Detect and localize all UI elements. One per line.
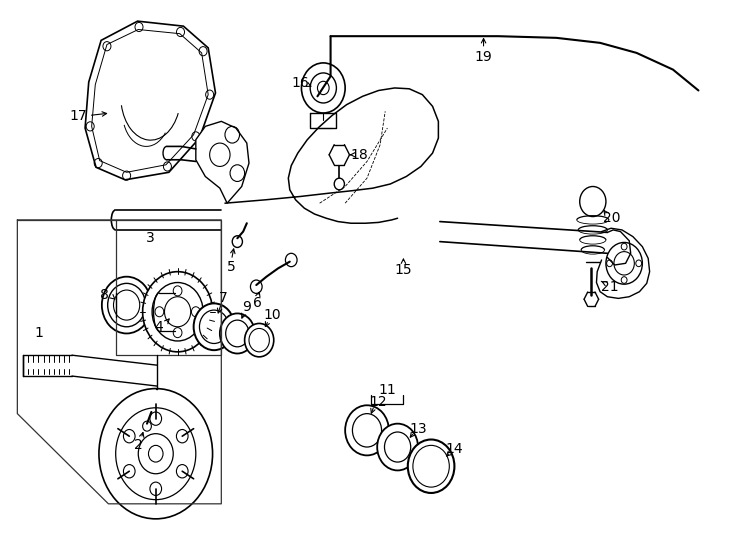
Text: 19: 19 <box>475 50 493 64</box>
Text: 4: 4 <box>154 320 163 334</box>
Polygon shape <box>196 122 249 203</box>
Text: 7: 7 <box>219 292 227 306</box>
Text: 8: 8 <box>101 288 109 302</box>
Text: 3: 3 <box>145 231 154 245</box>
Circle shape <box>142 272 213 352</box>
Text: 9: 9 <box>241 300 250 314</box>
Text: 15: 15 <box>395 263 413 277</box>
Text: 12: 12 <box>369 395 387 409</box>
Text: 10: 10 <box>264 308 281 322</box>
Text: 21: 21 <box>600 280 618 294</box>
Text: 17: 17 <box>69 109 87 123</box>
Text: 13: 13 <box>409 422 426 436</box>
Text: 14: 14 <box>446 442 463 456</box>
Circle shape <box>302 63 345 113</box>
Circle shape <box>194 303 234 350</box>
Text: 1: 1 <box>34 327 43 340</box>
Text: 11: 11 <box>379 383 396 397</box>
Circle shape <box>377 424 418 470</box>
Circle shape <box>220 313 255 354</box>
Polygon shape <box>85 21 216 180</box>
Text: 6: 6 <box>253 296 262 310</box>
Circle shape <box>102 276 151 334</box>
Text: 18: 18 <box>351 148 368 162</box>
Circle shape <box>580 186 606 217</box>
Text: 16: 16 <box>291 76 309 90</box>
Circle shape <box>345 406 389 455</box>
Circle shape <box>244 323 274 357</box>
Text: 20: 20 <box>603 211 620 225</box>
Circle shape <box>408 440 454 493</box>
Text: 2: 2 <box>134 438 142 453</box>
Circle shape <box>99 389 213 519</box>
Text: 5: 5 <box>227 260 236 274</box>
